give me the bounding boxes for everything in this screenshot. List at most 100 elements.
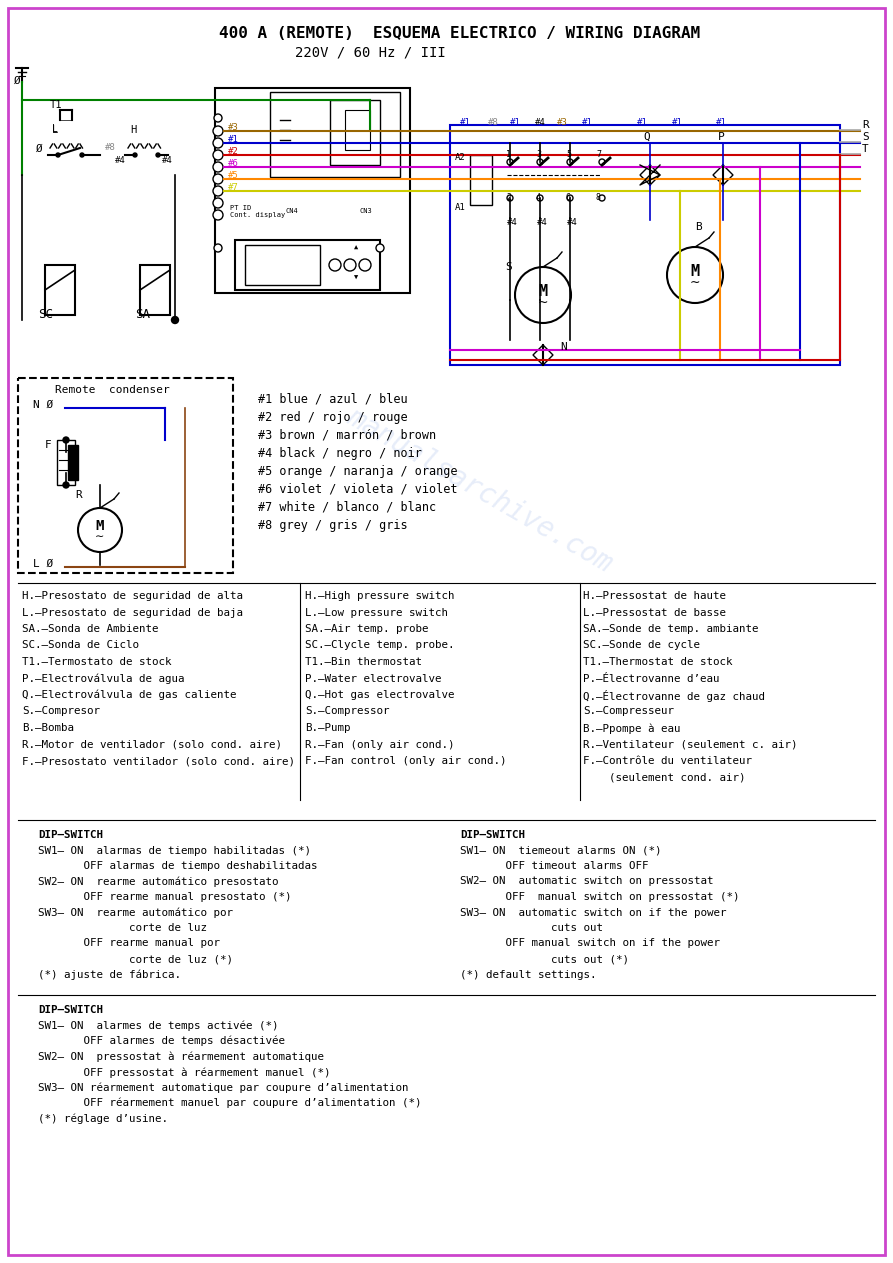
- Text: Cont. display: Cont. display: [230, 212, 285, 218]
- Bar: [245, 245, 320, 285]
- Text: #4: #4: [537, 218, 547, 227]
- Text: ∼: ∼: [96, 532, 104, 542]
- Text: L.–Presostato de seguridad de baja: L.–Presostato de seguridad de baja: [22, 608, 243, 618]
- Bar: [235, 240, 380, 290]
- Text: L: L: [52, 125, 58, 135]
- Bar: [45, 265, 75, 314]
- Text: OFF rearme manual presostato (*): OFF rearme manual presostato (*): [38, 892, 291, 902]
- Text: CN3: CN3: [360, 208, 372, 213]
- Text: (seulement cond. air): (seulement cond. air): [583, 773, 746, 783]
- Text: N Ø: N Ø: [33, 400, 54, 410]
- Text: ∼: ∼: [689, 275, 700, 288]
- Text: corte de luz (*): corte de luz (*): [38, 954, 233, 964]
- Text: 2: 2: [506, 193, 511, 202]
- Text: Q.–Hot gas electrovalve: Q.–Hot gas electrovalve: [305, 690, 455, 700]
- Text: N: N: [560, 342, 567, 352]
- Circle shape: [359, 259, 371, 272]
- Text: M: M: [96, 519, 104, 533]
- Circle shape: [213, 162, 223, 172]
- Text: P.–Électrovanne d’eau: P.–Électrovanne d’eau: [583, 673, 720, 683]
- Text: #1: #1: [510, 117, 521, 128]
- Text: T: T: [862, 144, 869, 154]
- Text: T1.–Thermostat de stock: T1.–Thermostat de stock: [583, 657, 732, 667]
- Text: 5: 5: [566, 150, 571, 159]
- Circle shape: [213, 126, 223, 136]
- Text: R.–Motor de ventilador (solo cond. aire): R.–Motor de ventilador (solo cond. aire): [22, 740, 282, 749]
- Circle shape: [537, 195, 543, 201]
- Text: OFF pressostat à réarmement manuel (*): OFF pressostat à réarmement manuel (*): [38, 1067, 330, 1077]
- Bar: [270, 92, 400, 177]
- Text: (*) default settings.: (*) default settings.: [460, 970, 597, 980]
- Circle shape: [133, 153, 137, 157]
- Text: A1: A1: [455, 203, 466, 212]
- Text: 8: 8: [596, 193, 601, 202]
- Circle shape: [344, 259, 356, 272]
- Text: #3 brown / marrón / brown: #3 brown / marrón / brown: [258, 429, 436, 442]
- Text: L.–Low pressure switch: L.–Low pressure switch: [305, 608, 448, 618]
- Text: OFF  manual switch on pressostat (*): OFF manual switch on pressostat (*): [460, 892, 739, 902]
- Text: SW3– ON  automatic switch on if the power: SW3– ON automatic switch on if the power: [460, 908, 727, 917]
- Polygon shape: [640, 165, 660, 184]
- Text: L: L: [52, 124, 58, 134]
- Text: #8: #8: [488, 117, 499, 128]
- Circle shape: [507, 159, 513, 165]
- Text: #7 white / blanco / blanc: #7 white / blanco / blanc: [258, 501, 436, 514]
- Text: S.–Compressor: S.–Compressor: [305, 706, 389, 716]
- Text: (*) réglage d’usine.: (*) réglage d’usine.: [38, 1114, 168, 1124]
- Text: R.–Ventilateur (seulement c. air): R.–Ventilateur (seulement c. air): [583, 740, 797, 749]
- Text: F.–Contrôle du ventilateur: F.–Contrôle du ventilateur: [583, 757, 752, 765]
- Circle shape: [515, 266, 571, 323]
- Circle shape: [156, 153, 160, 157]
- Text: (*) ajuste de fábrica.: (*) ajuste de fábrica.: [38, 970, 181, 980]
- Text: R: R: [862, 120, 869, 130]
- Text: 3: 3: [536, 150, 541, 159]
- Text: #1 blue / azul / bleu: #1 blue / azul / bleu: [258, 393, 407, 405]
- Text: 6: 6: [566, 193, 571, 202]
- Text: OFF manual switch on if the power: OFF manual switch on if the power: [460, 938, 720, 949]
- Circle shape: [213, 210, 223, 220]
- Text: F.–Presostato ventilador (solo cond. aire): F.–Presostato ventilador (solo cond. air…: [22, 757, 295, 765]
- Text: A2: A2: [455, 153, 466, 162]
- Text: S: S: [505, 261, 512, 272]
- Circle shape: [329, 259, 341, 272]
- Text: ▲: ▲: [354, 245, 358, 251]
- Text: T1.–Bin thermostat: T1.–Bin thermostat: [305, 657, 422, 667]
- Text: S.–Compresseur: S.–Compresseur: [583, 706, 674, 716]
- Text: DIP–SWITCH: DIP–SWITCH: [38, 830, 103, 840]
- Circle shape: [214, 114, 222, 123]
- Bar: [68, 445, 78, 480]
- Circle shape: [667, 248, 723, 303]
- Text: #4: #4: [535, 117, 546, 128]
- Text: #6: #6: [228, 159, 238, 168]
- Text: SC: SC: [38, 308, 53, 321]
- Text: L Ø: L Ø: [33, 560, 54, 570]
- Bar: [450, 125, 840, 365]
- Text: #4: #4: [115, 157, 126, 165]
- Polygon shape: [533, 345, 553, 365]
- Text: #5 orange / naranja / orange: #5 orange / naranja / orange: [258, 465, 457, 477]
- Text: #4: #4: [507, 218, 518, 227]
- Polygon shape: [713, 165, 733, 184]
- Text: SW3– ON réarmement automatique par coupure d’alimentation: SW3– ON réarmement automatique par coupu…: [38, 1082, 408, 1092]
- Text: 7: 7: [596, 150, 601, 159]
- Bar: [470, 155, 492, 205]
- Text: OFF réarmement manuel par coupure d’alimentation (*): OFF réarmement manuel par coupure d’alim…: [38, 1098, 421, 1109]
- Text: R: R: [75, 490, 82, 500]
- Text: B.–Bomba: B.–Bomba: [22, 722, 74, 733]
- Text: #7: #7: [228, 183, 238, 192]
- Circle shape: [213, 186, 223, 196]
- Text: Q.–Électrovanne de gaz chaud: Q.–Électrovanne de gaz chaud: [583, 690, 765, 702]
- Circle shape: [213, 198, 223, 208]
- Text: #4 black / negro / noir: #4 black / negro / noir: [258, 447, 421, 460]
- Text: #1: #1: [637, 117, 647, 128]
- Text: SW2– ON  pressostat à réarmement automatique: SW2– ON pressostat à réarmement automati…: [38, 1052, 324, 1062]
- Text: SA.–Sonde de temp. ambiante: SA.–Sonde de temp. ambiante: [583, 624, 758, 634]
- Circle shape: [599, 195, 605, 201]
- Text: B.–Pump: B.–Pump: [305, 722, 350, 733]
- Text: F: F: [45, 440, 52, 450]
- Text: #4: #4: [567, 218, 578, 227]
- Circle shape: [376, 244, 384, 253]
- Text: SW1– ON  tiemeout alarms ON (*): SW1– ON tiemeout alarms ON (*): [460, 845, 662, 855]
- Text: #3: #3: [557, 117, 568, 128]
- Text: B: B: [695, 222, 702, 232]
